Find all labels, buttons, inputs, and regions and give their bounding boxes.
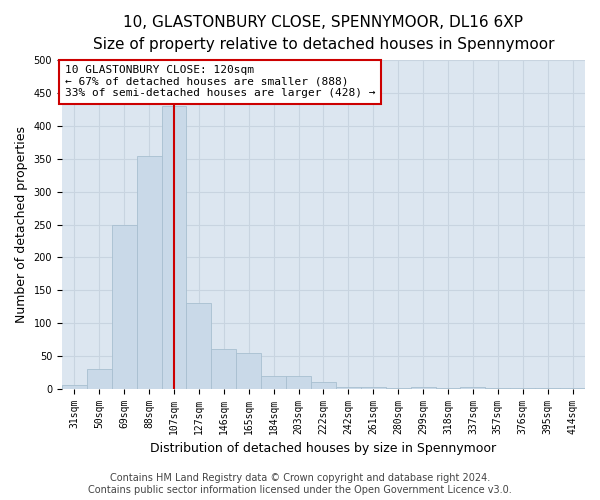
Bar	[336, 386, 361, 388]
Text: Contains HM Land Registry data © Crown copyright and database right 2024.
Contai: Contains HM Land Registry data © Crown c…	[88, 474, 512, 495]
Bar	[410, 386, 436, 388]
Bar	[62, 386, 87, 388]
Bar	[137, 156, 161, 388]
Title: 10, GLASTONBURY CLOSE, SPENNYMOOR, DL16 6XP
Size of property relative to detache: 10, GLASTONBURY CLOSE, SPENNYMOOR, DL16 …	[93, 15, 554, 52]
X-axis label: Distribution of detached houses by size in Spennymoor: Distribution of detached houses by size …	[151, 442, 497, 455]
Bar	[112, 224, 137, 388]
Bar	[311, 382, 336, 388]
Bar	[87, 369, 112, 388]
Bar	[286, 376, 311, 388]
Y-axis label: Number of detached properties: Number of detached properties	[15, 126, 28, 323]
Text: 10 GLASTONBURY CLOSE: 120sqm
← 67% of detached houses are smaller (888)
33% of s: 10 GLASTONBURY CLOSE: 120sqm ← 67% of de…	[65, 65, 375, 98]
Bar	[187, 304, 211, 388]
Bar	[261, 376, 286, 388]
Bar	[161, 106, 187, 388]
Bar	[211, 350, 236, 389]
Bar	[236, 352, 261, 388]
